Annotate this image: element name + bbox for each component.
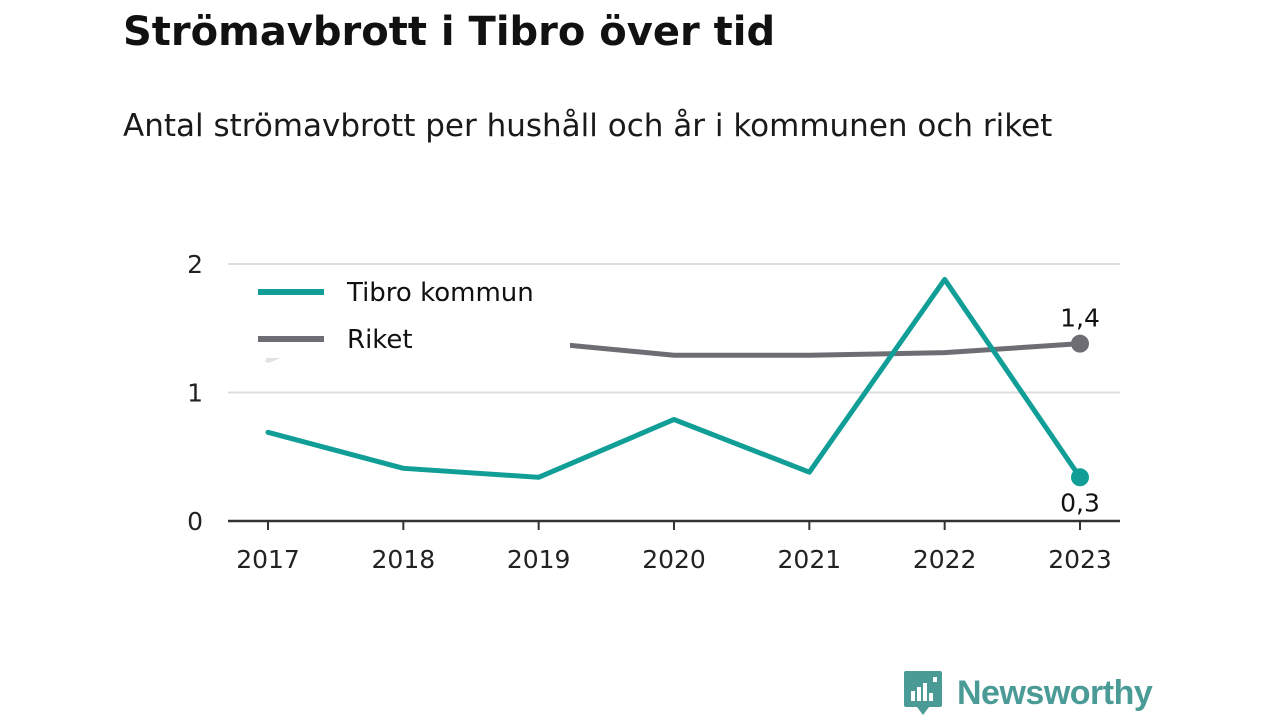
legend-item-tibro-kommun-label: Tibro kommun — [346, 278, 534, 308]
x-tick-label: 2023 — [1048, 545, 1112, 574]
x-tick-label: 2019 — [507, 545, 571, 574]
data-label-tibro-kommun: 0,3 — [1060, 488, 1100, 517]
data-labels: 1,4 0,3 — [1060, 304, 1100, 518]
legend-background — [245, 268, 570, 358]
data-label-riket: 1,4 — [1060, 304, 1100, 333]
x-tick-label: 2018 — [372, 545, 436, 574]
y-tick-label: 2 — [187, 250, 203, 279]
brand-name: Newsworthy — [957, 673, 1153, 712]
chart-title: Strömavbrott i Tibro över tid — [123, 9, 776, 55]
x-tick-label: 2021 — [778, 545, 842, 574]
x-axis — [228, 519, 1120, 530]
y-tick-label: 1 — [187, 379, 203, 408]
series-end-marker-riket — [1071, 334, 1089, 353]
y-axis-tick-labels: 0 1 2 — [187, 250, 203, 536]
x-axis-tick-labels: 2017 2018 2019 2020 2021 2022 2023 — [236, 545, 1112, 574]
x-tick-label: 2017 — [236, 545, 300, 574]
series-line-tibro-kommun — [265, 276, 1083, 480]
series-end-marker-tibro-kommun — [1071, 468, 1089, 487]
brand-logo: Newsworthy — [903, 668, 1153, 718]
series-line-riket — [536, 339, 1083, 358]
legend: Tibro kommun Riket — [245, 268, 570, 358]
y-tick-label: 0 — [187, 507, 203, 536]
x-tick-label: 2020 — [642, 545, 706, 574]
grid-lines — [228, 263, 1120, 394]
bar-chart-speech-bubble-icon — [904, 671, 942, 715]
x-tick-label: 2022 — [913, 545, 977, 574]
chart-subtitle: Antal strömavbrott per hushåll och år i … — [123, 108, 1053, 144]
legend-item-riket-label: Riket — [347, 325, 413, 355]
